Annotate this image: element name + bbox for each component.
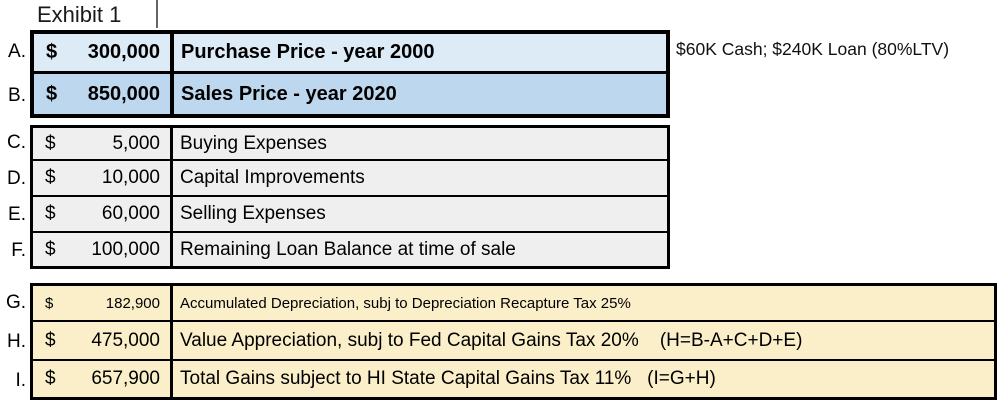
description-cell[interactable]: Sales Price - year 2020 — [181, 82, 397, 105]
amount-cell[interactable]: $ 475,000 — [33, 322, 173, 359]
row-letter[interactable]: A. — [8, 41, 26, 62]
amount-value: 60,000 — [101, 203, 160, 224]
description-cell[interactable]: Value Appreciation, subj to Fed Capital … — [180, 329, 803, 351]
row-letter[interactable]: I. — [15, 369, 26, 391]
currency-symbol: $ — [45, 167, 56, 188]
exhibit-title[interactable]: Exhibit 1 — [37, 2, 122, 27]
currency-symbol: $ — [45, 294, 54, 312]
row-cells: $ 5,000 Buying Expenses — [30, 125, 670, 161]
table-row: E. $ 60,000 Selling Expenses — [0, 197, 670, 233]
table-row: I. $ 657,900 Total Gains subject to HI S… — [0, 361, 997, 400]
row-cells: $ 300,000 Purchase Price - year 2000 — [30, 30, 670, 74]
currency-symbol: $ — [45, 329, 56, 351]
description-cell[interactable]: Total Gains subject to HI State Capital … — [180, 368, 716, 389]
amount-value: 182,900 — [105, 294, 160, 312]
row-cells: $ 60,000 Selling Expenses — [30, 197, 670, 233]
amount-cell[interactable]: $ 5,000 — [33, 128, 173, 159]
amount-cell[interactable]: $ 60,000 — [33, 197, 173, 231]
currency-symbol: $ — [46, 41, 58, 63]
table-row: B. $ 850,000 Sales Price - year 2020 — [0, 74, 670, 118]
description-cell[interactable]: Accumulated Depreciation, subj to Deprec… — [180, 294, 631, 312]
table-row: A. $ 300,000 Purchase Price - year 2000 — [0, 30, 670, 74]
amount-cell[interactable]: $ 850,000 — [34, 74, 174, 114]
row-cells: $ 10,000 Capital Improvements — [30, 161, 670, 197]
row-letter[interactable]: G. — [5, 291, 26, 313]
row-letter[interactable]: H. — [7, 330, 26, 352]
row-cells: $ 850,000 Sales Price - year 2020 — [30, 74, 670, 118]
currency-symbol: $ — [45, 203, 56, 224]
amount-cell[interactable]: $ 300,000 — [34, 34, 174, 71]
amount-value: 850,000 — [87, 82, 160, 105]
description-cell[interactable]: Selling Expenses — [180, 203, 326, 224]
expenses-table: C. $ 5,000 Buying Expenses D. $ 10,000 C… — [0, 125, 670, 269]
amount-cell[interactable]: $ 182,900 — [33, 286, 173, 320]
amount-cell[interactable]: $ 10,000 — [33, 161, 173, 195]
gains-tax-table: G. $ 182,900 Accumulated Depreciation, s… — [0, 283, 997, 400]
description-cell[interactable]: Buying Expenses — [180, 132, 327, 154]
amount-value: 10,000 — [101, 167, 160, 188]
description-cell[interactable]: Purchase Price - year 2000 — [181, 41, 435, 63]
table-row: G. $ 182,900 Accumulated Depreciation, s… — [0, 283, 997, 322]
purchase-sale-table: A. $ 300,000 Purchase Price - year 2000 … — [0, 30, 670, 118]
table-row: H. $ 475,000 Value Appreciation, subj to… — [0, 322, 997, 361]
currency-symbol: $ — [46, 82, 58, 105]
row-cells: $ 475,000 Value Appreciation, subj to Fe… — [30, 322, 997, 361]
row-letter[interactable]: C. — [7, 132, 26, 153]
table-row: C. $ 5,000 Buying Expenses — [0, 125, 670, 161]
row-cells: $ 182,900 Accumulated Depreciation, subj… — [30, 283, 997, 322]
currency-symbol: $ — [45, 368, 56, 389]
amount-cell[interactable]: $ 657,900 — [33, 361, 173, 397]
loan-annotation[interactable]: $60K Cash; $240K Loan (80%LTV) — [676, 39, 950, 59]
row-letter[interactable]: F. — [11, 240, 26, 261]
amount-value: 100,000 — [91, 238, 160, 260]
amount-value: 5,000 — [112, 132, 160, 154]
amount-cell[interactable]: $ 100,000 — [33, 233, 173, 266]
row-letter[interactable]: E. — [8, 204, 26, 225]
currency-symbol: $ — [45, 132, 56, 154]
description-cell[interactable]: Remaining Loan Balance at time of sale — [180, 238, 516, 260]
cell-cursor-line — [156, 0, 158, 28]
currency-symbol: $ — [45, 238, 56, 260]
description-cell[interactable]: Capital Improvements — [180, 167, 365, 188]
amount-value: 300,000 — [87, 41, 160, 63]
amount-value: 657,900 — [91, 368, 160, 389]
row-cells: $ 657,900 Total Gains subject to HI Stat… — [30, 361, 997, 400]
amount-value: 475,000 — [91, 329, 160, 351]
row-letter[interactable]: D. — [7, 168, 26, 189]
row-letter[interactable]: B. — [8, 85, 26, 106]
table-row: F. $ 100,000 Remaining Loan Balance at t… — [0, 233, 670, 269]
row-cells: $ 100,000 Remaining Loan Balance at time… — [30, 233, 670, 269]
table-row: D. $ 10,000 Capital Improvements — [0, 161, 670, 197]
